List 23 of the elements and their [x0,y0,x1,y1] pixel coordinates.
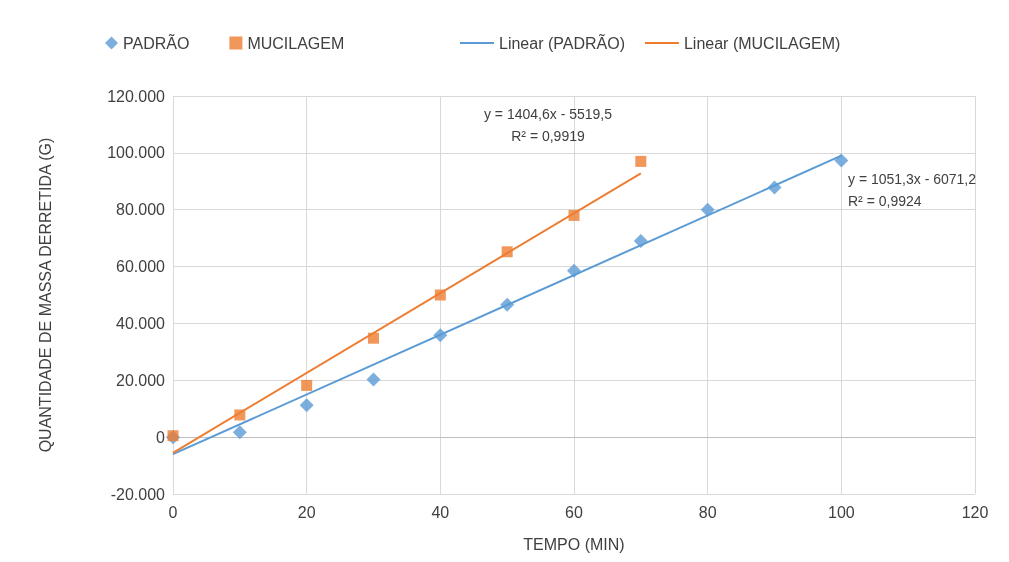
y-axis-title: QUANTIDADE DE MASSA DERRETIDA (G) [36,137,54,453]
legend-label: Linear (MUCILAGEM) [683,34,841,52]
y-tick-label: 20.000 [116,371,166,389]
y-tick-label: 40.000 [116,314,166,332]
y-tick-label: -20.000 [110,485,166,503]
legend-label: MUCILAGEM [247,34,345,52]
y-tick-label: 100.000 [107,144,166,162]
x-tick-label: 0 [168,503,178,521]
x-tick-label: 120 [961,503,989,521]
y-tick-label: 60.000 [116,258,166,276]
x-tick-label: 100 [827,503,855,521]
y-tick-label: 0 [156,428,166,446]
annotation: y = 1051,3x - 6071,2 R² = 0,9924 [848,171,977,209]
legend-label: PADRÃO [123,32,190,52]
annotation: y = 1404,6x - 5519,5 R² = 0,9919 [483,106,613,144]
x-tick-label: 20 [297,503,316,521]
x-axis-title: TEMPO (MIN) [523,535,625,553]
legend-label: Linear (PADRÃO) [499,32,625,52]
x-tick-label: 80 [698,503,717,521]
x-tick-label: 40 [431,503,450,521]
y-tick-label: 120.000 [107,87,166,105]
x-tick-label: 60 [565,503,583,521]
y-tick-label: 80.000 [116,201,166,219]
